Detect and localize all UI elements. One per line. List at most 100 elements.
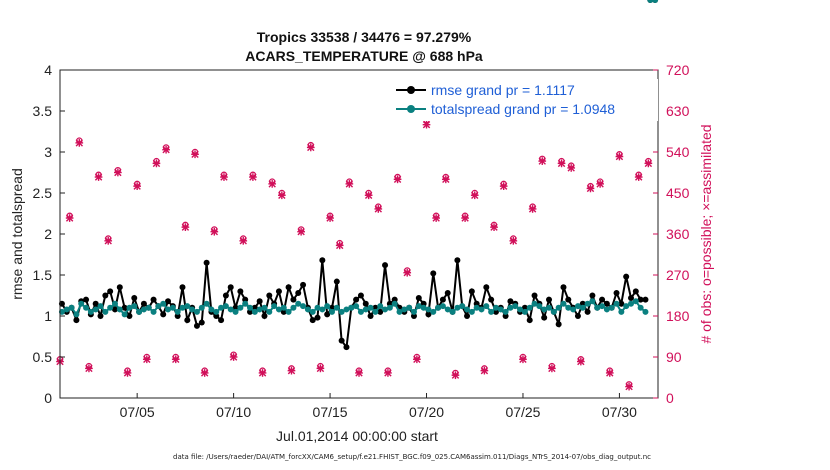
totalspread-point: [627, 300, 634, 307]
rmse-point: [290, 296, 297, 303]
obs-assimilated-point: [268, 180, 277, 188]
obs-assimilated-point: [94, 173, 103, 181]
totalspread-point: [256, 306, 263, 313]
rmse-point: [613, 290, 620, 297]
totalspread-point: [333, 304, 340, 311]
rmse-point: [222, 292, 229, 299]
x-tick-label: 07/30: [602, 404, 637, 420]
rmse-point: [367, 313, 374, 319]
y-tick-label: 2.5: [33, 185, 53, 201]
rmse-point: [599, 296, 606, 303]
totalspread-point: [589, 298, 596, 305]
obs-assimilated-point: [123, 369, 132, 377]
totalspread-point: [107, 304, 114, 311]
rmse-point: [227, 284, 234, 291]
rmse-point: [464, 313, 471, 319]
rmse-point: [165, 298, 172, 305]
obs-assimilated-point: [152, 159, 161, 168]
obs-assimilated-point: [181, 223, 190, 232]
totalspread-point: [222, 303, 229, 310]
totalspread-point: [343, 306, 350, 313]
totalspread-point: [68, 304, 75, 311]
rmse-point: [121, 304, 128, 311]
bottom-axis-ticks: 07/05 07/10 07/15 07/20 07/25 07/30: [120, 393, 637, 420]
obs-assimilated-point: [200, 369, 209, 377]
totalspread-point: [555, 304, 562, 311]
rmse-point: [285, 284, 292, 291]
totalspread-point: [242, 300, 249, 307]
rmse-point: [454, 257, 461, 264]
totalspread-point: [444, 306, 451, 313]
obs-assimilated-point: [567, 164, 576, 172]
obs-assimilated-point: [413, 355, 421, 364]
y-right-tick-label: 270: [666, 267, 690, 283]
rmse-point: [160, 311, 167, 318]
totalspread-point: [570, 306, 577, 313]
rmse-point: [280, 308, 287, 315]
rmse-point: [314, 314, 321, 321]
rmse-point: [275, 288, 282, 295]
totalspread-point: [652, 0, 659, 3]
totalspread-point: [174, 308, 181, 315]
obs-assimilated-point: [297, 227, 305, 236]
totalspread-point: [637, 304, 644, 311]
obs-assimilated-point: [644, 159, 653, 168]
totalspread-point: [247, 304, 254, 311]
totalspread-point: [87, 308, 94, 315]
y-right-tick-label: 90: [666, 349, 682, 365]
totalspread-point: [579, 304, 586, 311]
totalspread-point: [203, 300, 210, 307]
rmse-point: [579, 300, 586, 307]
totalspread-point: [169, 304, 176, 311]
obs-assimilated-point: [229, 353, 238, 361]
y-tick-label: 3: [44, 144, 52, 160]
totalspread-point: [237, 304, 244, 311]
totalspread-point: [295, 300, 302, 307]
rmse-point: [198, 319, 205, 326]
totalspread-point: [285, 308, 292, 315]
rmse-point: [546, 296, 553, 303]
totalspread-point: [251, 308, 258, 315]
totalspread-point: [410, 308, 417, 315]
totalspread-point: [565, 304, 572, 311]
rmse-point: [338, 337, 345, 344]
obs-assimilated-point: [364, 191, 373, 200]
rmse-point: [184, 317, 191, 324]
rmse-point: [531, 292, 538, 299]
rmse-point: [444, 290, 451, 297]
totalspread-point: [73, 311, 80, 318]
totalspread-point: [193, 308, 200, 315]
y-right-tick-label: 360: [666, 226, 690, 242]
totalspread-point: [536, 303, 543, 310]
totalspread-point: [623, 303, 630, 310]
x-tick-label: 07/25: [505, 404, 540, 420]
legend-spread-marker: [407, 105, 415, 113]
rmse-point: [468, 288, 475, 295]
obs-assimilated-point: [576, 357, 585, 366]
rmse-point: [430, 270, 437, 277]
rmse-point: [425, 311, 432, 318]
obs-assimilated-point: [634, 173, 643, 181]
totalspread-point: [300, 303, 307, 310]
rmse-point: [642, 296, 649, 303]
totalspread-point: [478, 306, 485, 313]
y-tick-label: 1: [44, 308, 52, 324]
rmse-point: [242, 296, 249, 303]
obs-assimilated-point: [519, 355, 527, 364]
totalspread-point: [521, 308, 528, 315]
obs-assimilated-point: [393, 175, 402, 184]
y-right-tick-label: 180: [666, 308, 690, 324]
rmse-point: [309, 317, 316, 324]
rmse-point: [362, 300, 369, 307]
legend-box: [392, 79, 658, 121]
obs-assimilated-point: [239, 236, 248, 245]
totalspread-point: [483, 303, 490, 310]
totalspread-point: [560, 300, 567, 307]
rmse-point: [295, 290, 302, 297]
totalspread-point: [415, 303, 422, 310]
obs-assimilated-point: [548, 364, 556, 373]
chart-title: Tropics 33538 / 34476 = 97.279%: [257, 29, 472, 45]
totalspread-point: [594, 304, 601, 311]
right-axis-ticks: 0 90 180 270 360 450 540 630 720: [653, 62, 690, 406]
obs-assimilated-point: [133, 182, 142, 191]
